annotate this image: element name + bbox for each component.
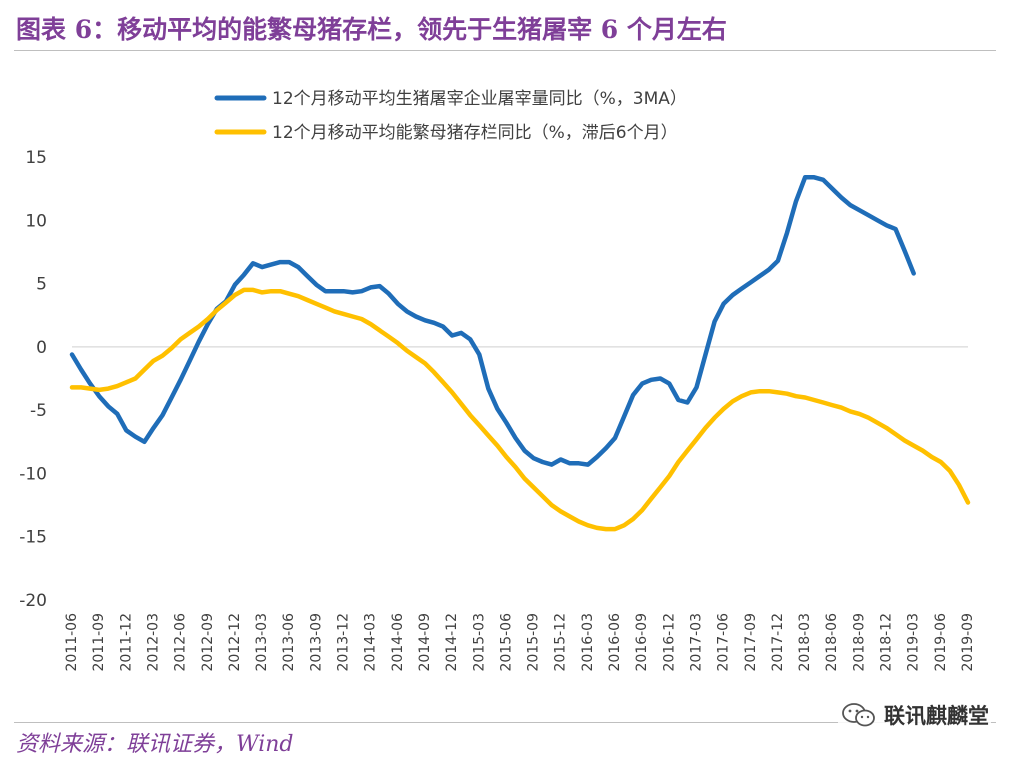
- y-tick-label: -5: [30, 401, 47, 421]
- x-tick-label: 2015-12: [553, 613, 569, 672]
- watermark: 联讯麒麟堂: [838, 700, 991, 730]
- y-tick-label: -10: [19, 464, 47, 484]
- x-tick-label: 2019-09: [960, 613, 976, 672]
- chart-title: 图表 6：移动平均的能繁母猪存栏，领先于生猪屠宰 6 个月左右: [16, 15, 727, 44]
- y-tick-label: 0: [36, 338, 47, 358]
- x-tick-label: 2019-06: [933, 613, 949, 672]
- x-tick-label: 2013-06: [281, 613, 297, 672]
- x-tick-label: 2014-03: [363, 613, 379, 672]
- x-tick-label: 2013-03: [254, 613, 270, 672]
- x-tick-label: 2011-06: [64, 613, 80, 672]
- x-tick-label: 2013-12: [336, 613, 352, 672]
- y-tick-label: -20: [19, 591, 47, 611]
- x-tick-label: 2015-03: [471, 613, 487, 672]
- x-tick-label: 2018-06: [824, 613, 840, 672]
- title-divider: [14, 50, 996, 51]
- wechat-icon: [840, 702, 878, 728]
- x-tick-label: 2014-06: [390, 613, 406, 672]
- y-tick-label: -15: [19, 528, 47, 548]
- x-tick-label: 2017-06: [716, 613, 732, 672]
- x-axis: 2011-06 2011-09 2011-12 2012-03 2012-06 2012-…: [64, 613, 976, 672]
- x-tick-label: 2015-09: [526, 613, 542, 672]
- x-tick-label: 2016-09: [634, 613, 650, 672]
- footer-divider: [14, 722, 996, 723]
- legend-label-2: 12个月移动平均能繁母猪存栏同比（%，滞后6个月）: [272, 123, 678, 143]
- x-tick-label: 2012-06: [173, 613, 189, 672]
- x-tick-label: 2017-03: [688, 613, 704, 672]
- x-tick-label: 2018-12: [879, 613, 895, 672]
- y-tick-label: 5: [36, 275, 47, 295]
- x-tick-label: 2016-06: [607, 613, 623, 672]
- x-tick-label: 2019-03: [906, 613, 922, 672]
- x-tick-label: 2015-06: [498, 613, 514, 672]
- x-tick-label: 2018-03: [797, 613, 813, 672]
- x-tick-label: 2018-09: [851, 613, 867, 672]
- x-tick-label: 2012-03: [145, 613, 161, 672]
- x-tick-label: 2011-09: [91, 613, 107, 672]
- plot-area: [69, 175, 971, 532]
- source-note: 资料来源：联讯证券，Wind: [16, 732, 294, 757]
- x-tick-label: 2013-09: [308, 613, 324, 672]
- chart-legend: 12个月移动平均生猪屠宰企业屠宰量同比（%，3MA） 12个月移动平均能繁母猪存栏…: [214, 89, 687, 143]
- series-line-1: [69, 175, 916, 467]
- x-tick-label: 2017-09: [743, 613, 759, 672]
- watermark-text: 联讯麒麟堂: [884, 704, 989, 728]
- y-axis: 15 10 5 0 -5 -10 -15 -20: [19, 148, 47, 611]
- legend-label-1: 12个月移动平均生猪屠宰企业屠宰量同比（%，3MA）: [272, 89, 687, 109]
- x-tick-label: 2012-09: [200, 613, 216, 672]
- x-tick-label: 2017-12: [770, 613, 786, 672]
- x-tick-label: 2016-12: [661, 613, 677, 672]
- x-tick-label: 2012-12: [227, 613, 243, 672]
- line-chart: 12个月移动平均生猪屠宰企业屠宰量同比（%，3MA） 12个月移动平均能繁母猪存栏…: [19, 89, 976, 672]
- series-line-2: [69, 287, 971, 532]
- x-tick-label: 2016-03: [580, 613, 596, 672]
- x-tick-label: 2014-09: [417, 613, 433, 672]
- x-tick-label: 2014-12: [444, 613, 460, 672]
- y-tick-label: 15: [25, 148, 47, 168]
- y-tick-label: 10: [25, 211, 47, 231]
- x-tick-label: 2011-12: [118, 613, 134, 672]
